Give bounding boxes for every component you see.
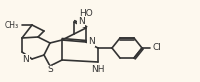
Text: HO: HO (79, 9, 92, 17)
Text: N: N (22, 55, 29, 63)
Text: N: N (88, 37, 94, 46)
Text: Cl: Cl (152, 43, 161, 52)
Text: NH: NH (91, 65, 104, 74)
Text: S: S (47, 66, 53, 75)
Text: N: N (78, 17, 84, 26)
Text: CH₃: CH₃ (5, 20, 19, 30)
